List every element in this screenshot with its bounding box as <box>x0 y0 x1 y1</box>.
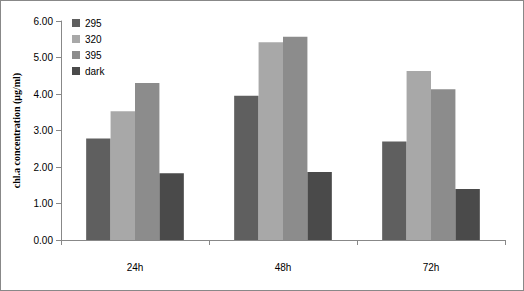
svg-text:dark: dark <box>85 66 105 77</box>
svg-text:395: 395 <box>85 50 102 61</box>
svg-text:5.00: 5.00 <box>34 52 54 63</box>
svg-text:48h: 48h <box>275 262 292 273</box>
svg-text:1.00: 1.00 <box>34 198 54 209</box>
svg-text:6.00: 6.00 <box>34 16 54 27</box>
svg-text:320: 320 <box>85 34 102 45</box>
svg-text:chl.a concentration (μg/ml): chl.a concentration (μg/ml) <box>11 73 23 188</box>
svg-text:295: 295 <box>85 18 102 29</box>
svg-text:0.00: 0.00 <box>34 235 54 246</box>
svg-text:4.00: 4.00 <box>34 89 54 100</box>
svg-text:3.00: 3.00 <box>34 125 54 136</box>
svg-text:72h: 72h <box>423 262 440 273</box>
svg-text:24h: 24h <box>127 262 144 273</box>
svg-text:2.00: 2.00 <box>34 162 54 173</box>
